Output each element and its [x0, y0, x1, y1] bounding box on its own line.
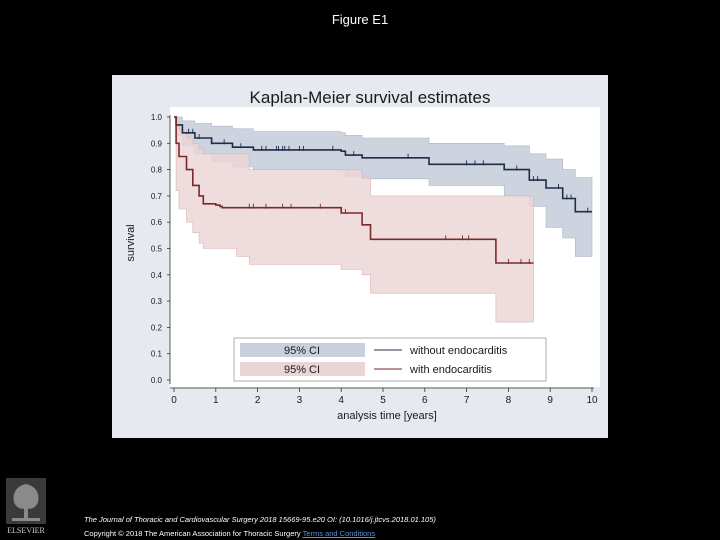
- legend-ci-swatch-without: [240, 343, 365, 357]
- y-tick-label: 0.8: [151, 166, 163, 175]
- x-tick-label: 9: [547, 395, 553, 406]
- survival-line-without: [174, 116, 592, 213]
- y-tick-label: 0.9: [151, 139, 163, 148]
- y-tick-label: 0.6: [151, 218, 163, 227]
- chart-title: Kaplan-Meier survival estimates: [250, 88, 491, 107]
- y-tick-label: 0.7: [151, 192, 163, 201]
- line-layer: [174, 116, 592, 264]
- x-tick-label: 0: [171, 395, 177, 406]
- ci-band-with: [174, 116, 534, 323]
- figure-panel: Kaplan-Meier survival estimates 0.0 0.1 0.…: [112, 75, 608, 438]
- y-axis-label: survival: [125, 224, 137, 261]
- y-tick-label: 0.5: [151, 245, 163, 254]
- y-tick-label: 0.1: [151, 350, 163, 359]
- x-tick-label: 4: [338, 395, 344, 406]
- elsevier-tree-icon: ELSEVIER: [6, 478, 46, 535]
- terms-and-conditions-link[interactable]: Terms and Conditions: [302, 529, 376, 538]
- x-tick-label: 8: [506, 395, 512, 406]
- axis-layer: 0.0 0.1 0.2 0.3 0.4 0.5 0.6 0.7 0.8 0.9 1.0 0 1 2 3 4 5 6…: [151, 113, 598, 406]
- slide-title: Figure E1: [331, 12, 389, 27]
- legend-line-label-2: with endocarditis: [409, 364, 492, 376]
- y-tick-label: 0.0: [151, 376, 163, 385]
- legend-ci-label-1: 95% CI: [284, 345, 320, 357]
- x-tick-label: 6: [422, 395, 428, 406]
- km-chart: Kaplan-Meier survival estimates 0.00.10.…: [125, 88, 600, 422]
- x-axis-label: analysis time [years]: [337, 410, 437, 422]
- x-tick-label: 1: [213, 395, 219, 406]
- x-tick-label: 2: [255, 395, 261, 406]
- y-tick-label: 1.0: [151, 113, 163, 122]
- copyright-text: Copyright © 2018 The American Associatio…: [84, 529, 303, 538]
- ci-layer: [174, 116, 593, 323]
- legend-ci-label-2: 95% CI: [284, 364, 320, 376]
- y-tick-label: 0.3: [151, 297, 163, 306]
- x-tick-label: 5: [380, 395, 386, 406]
- legend-ci-swatch-with: [240, 362, 365, 376]
- citation-line-2: Copyright © 2018 The American Associatio…: [84, 529, 375, 538]
- legend: 95% CI without endocarditis 95% CI with …: [233, 337, 547, 382]
- survival-line-with: [174, 116, 534, 264]
- censor-layer: [188, 128, 589, 264]
- legend-line-label-1: without endocarditis: [409, 345, 508, 357]
- x-tick-label: 7: [464, 395, 470, 406]
- citation-line-1: The Journal of Thoracic and Cardiovascul…: [84, 515, 436, 524]
- y-tick-label: 0.4: [151, 271, 163, 280]
- publisher-name: ELSEVIER: [7, 526, 45, 535]
- x-tick-label: 3: [297, 395, 303, 406]
- x-tick-label: 10: [586, 395, 598, 406]
- y-tick-label: 0.2: [151, 323, 163, 332]
